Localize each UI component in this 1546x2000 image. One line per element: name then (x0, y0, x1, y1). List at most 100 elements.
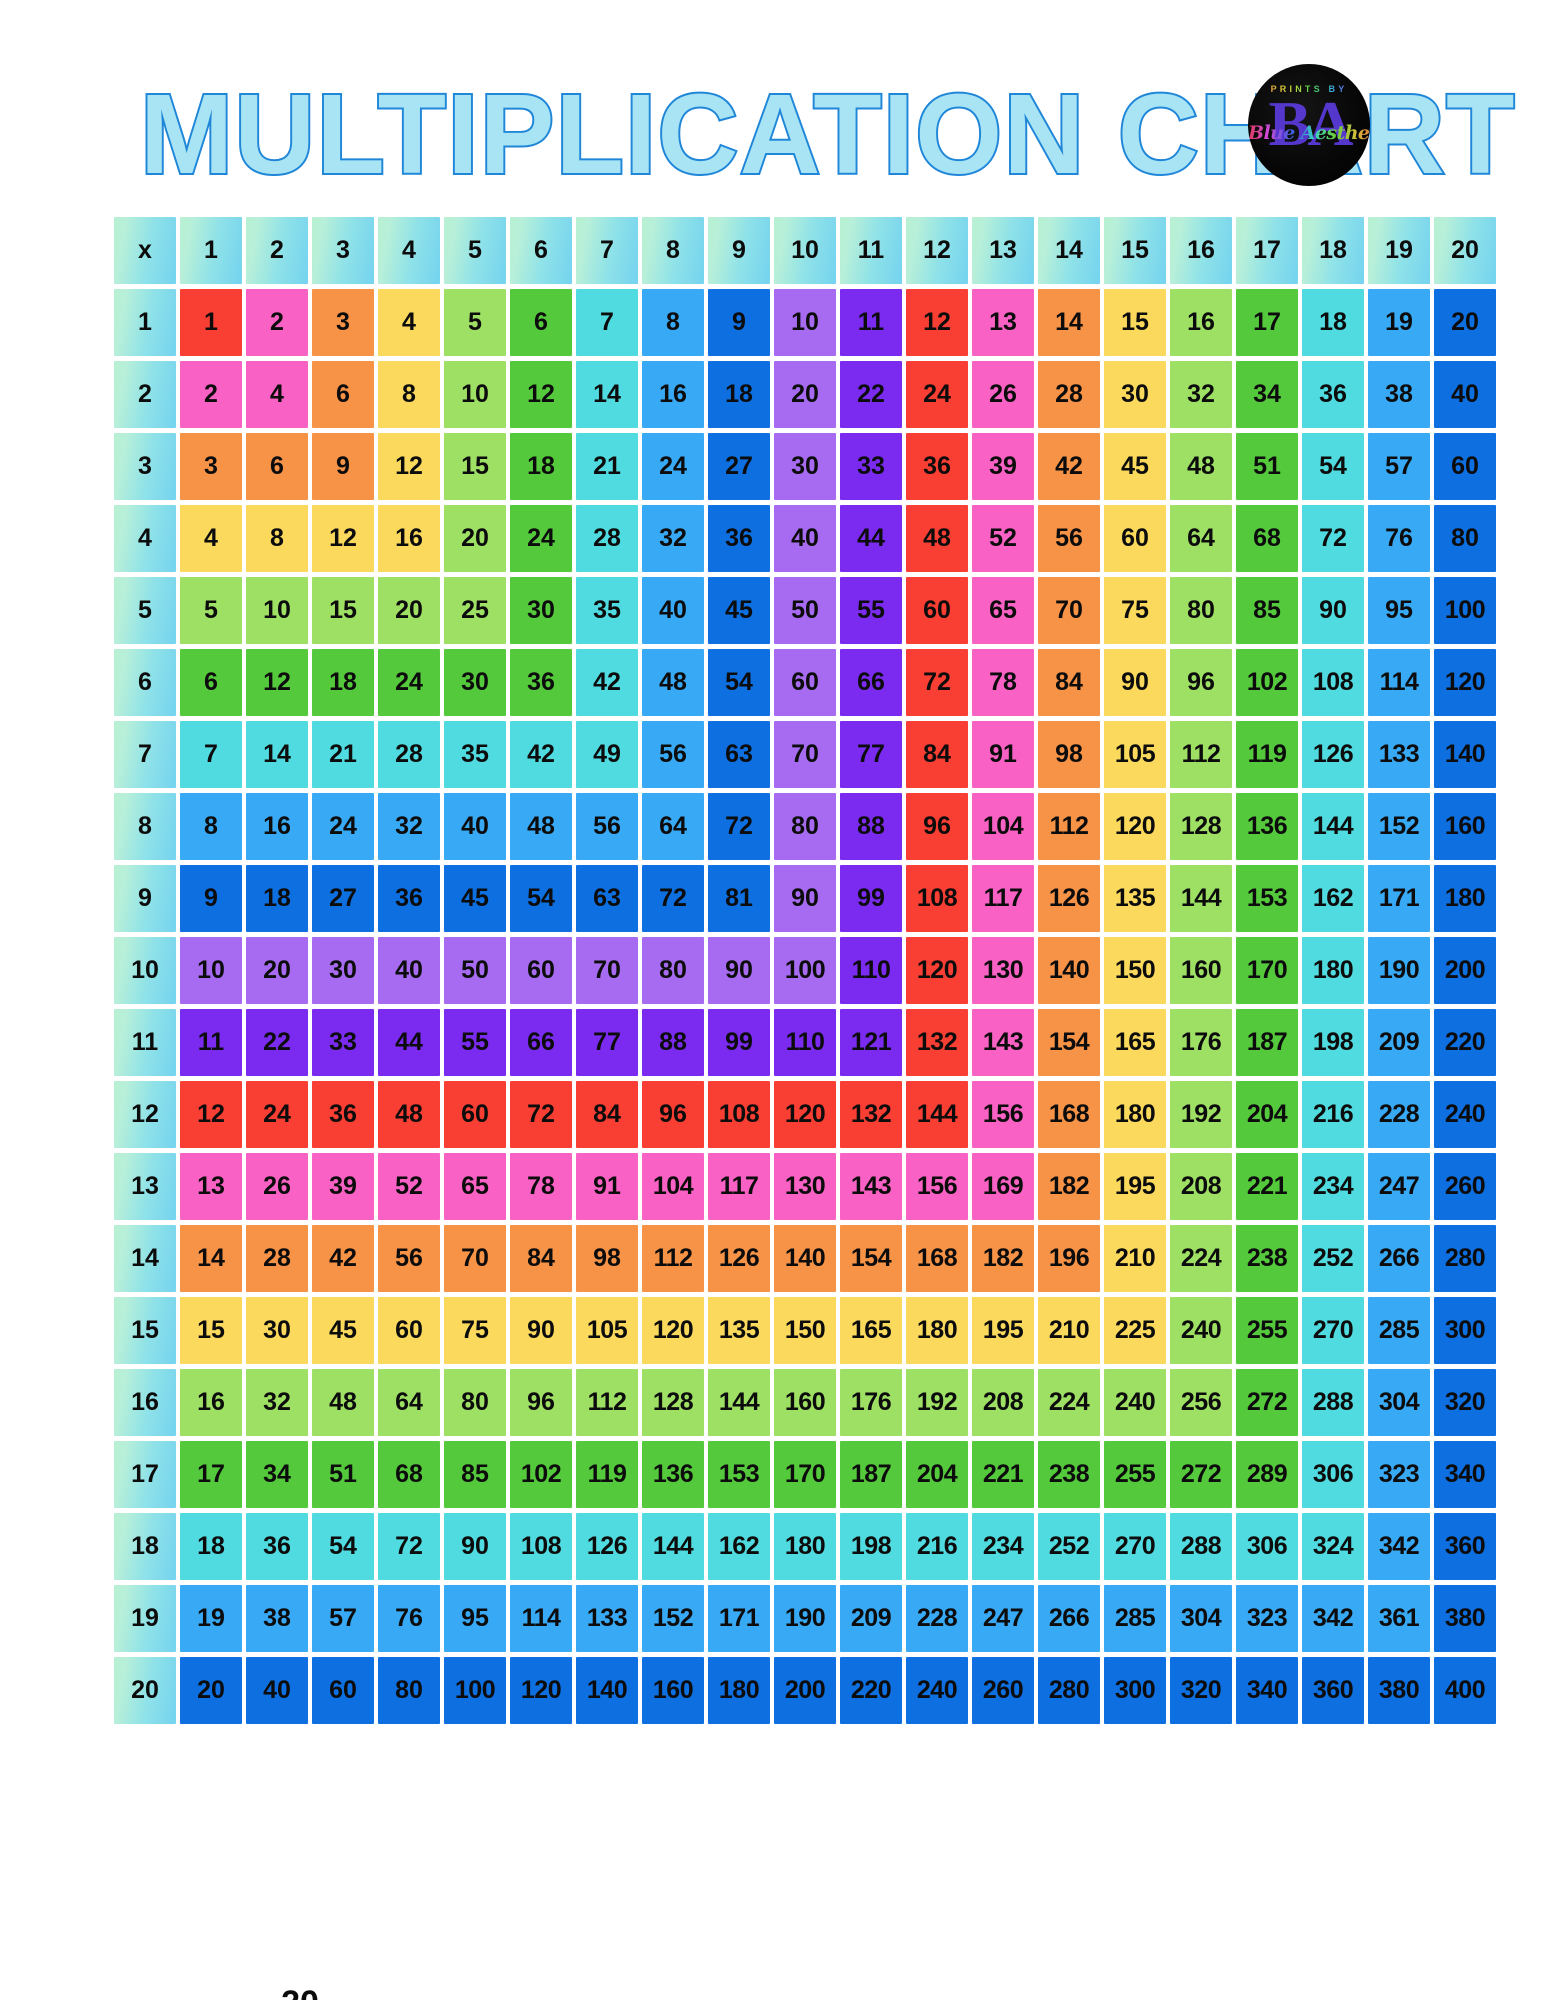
product-cell-19x19: 361 (1368, 1585, 1430, 1652)
table-row: 4 4 8 12 16 20 24 28 32 36 40 44 48 52 56 60 64 68 72 76 80 (114, 505, 1496, 572)
product-cell-4x20: 80 (1434, 505, 1496, 572)
product-cell-4x16: 64 (1170, 505, 1232, 572)
product-cell-8x8: 64 (642, 793, 704, 860)
table-row: 9 9 18 27 36 45 54 63 72 81 90 99 108 117 126 135 144 153… (114, 865, 1496, 932)
product-cell-10x7: 70 (576, 937, 638, 1004)
product-cell-10x3: 30 (312, 937, 374, 1004)
product-cell-9x11: 99 (840, 865, 902, 932)
product-cell-19x7: 133 (576, 1585, 638, 1652)
product-cell-4x8: 32 (642, 505, 704, 572)
product-cell-3x9: 27 (708, 433, 770, 500)
product-cell-19x6: 114 (510, 1585, 572, 1652)
product-cell-10x1: 10 (180, 937, 242, 1004)
column-header-7: 7 (576, 217, 638, 284)
product-cell-7x7: 49 (576, 721, 638, 788)
product-cell-3x18: 54 (1302, 433, 1364, 500)
product-cell-16x9: 144 (708, 1369, 770, 1436)
product-cell-10x17: 170 (1236, 937, 1298, 1004)
product-cell-14x9: 126 (708, 1225, 770, 1292)
product-cell-4x7: 28 (576, 505, 638, 572)
product-cell-13x6: 78 (510, 1153, 572, 1220)
product-cell-7x9: 63 (708, 721, 770, 788)
product-cell-2x14: 28 (1038, 361, 1100, 428)
product-cell-19x5: 95 (444, 1585, 506, 1652)
product-cell-19x16: 304 (1170, 1585, 1232, 1652)
product-cell-4x6: 24 (510, 505, 572, 572)
product-cell-11x1: 11 (180, 1009, 242, 1076)
product-cell-6x18: 108 (1302, 649, 1364, 716)
product-cell-19x4: 76 (378, 1585, 440, 1652)
product-cell-9x8: 72 (642, 865, 704, 932)
product-cell-11x9: 99 (708, 1009, 770, 1076)
product-cell-11x3: 33 (312, 1009, 374, 1076)
product-cell-2x11: 22 (840, 361, 902, 428)
product-cell-5x19: 95 (1368, 577, 1430, 644)
product-cell-18x19: 342 (1368, 1513, 1430, 1580)
product-cell-2x12: 24 (906, 361, 968, 428)
product-cell-5x6: 30 (510, 577, 572, 644)
column-header-17: 17 (1236, 217, 1298, 284)
product-cell-15x19: 285 (1368, 1297, 1430, 1364)
product-cell-18x17: 306 (1236, 1513, 1298, 1580)
product-cell-12x10: 120 (774, 1081, 836, 1148)
product-cell-13x12: 156 (906, 1153, 968, 1220)
product-cell-7x14: 98 (1038, 721, 1100, 788)
product-cell-17x7: 119 (576, 1441, 638, 1508)
product-cell-1x15: 15 (1104, 289, 1166, 356)
product-cell-9x3: 27 (312, 865, 374, 932)
product-cell-5x12: 60 (906, 577, 968, 644)
product-cell-16x15: 240 (1104, 1369, 1166, 1436)
product-cell-14x2: 28 (246, 1225, 308, 1292)
product-cell-8x9: 72 (708, 793, 770, 860)
product-cell-20x17: 340 (1236, 1657, 1298, 1724)
product-cell-17x5: 85 (444, 1441, 506, 1508)
product-cell-18x5: 90 (444, 1513, 506, 1580)
product-cell-11x2: 22 (246, 1009, 308, 1076)
product-cell-18x7: 126 (576, 1513, 638, 1580)
column-header-11: 11 (840, 217, 902, 284)
product-cell-9x19: 171 (1368, 865, 1430, 932)
product-cell-16x10: 160 (774, 1369, 836, 1436)
product-cell-9x5: 45 (444, 865, 506, 932)
product-cell-2x13: 26 (972, 361, 1034, 428)
product-cell-2x8: 16 (642, 361, 704, 428)
product-cell-14x17: 238 (1236, 1225, 1298, 1292)
product-cell-20x19: 380 (1368, 1657, 1430, 1724)
product-cell-12x2: 24 (246, 1081, 308, 1148)
product-cell-6x6: 36 (510, 649, 572, 716)
product-cell-10x19: 190 (1368, 937, 1430, 1004)
row-header-3: 3 (114, 433, 176, 500)
product-cell-17x6: 102 (510, 1441, 572, 1508)
product-cell-20x18: 360 (1302, 1657, 1364, 1724)
product-cell-14x19: 266 (1368, 1225, 1430, 1292)
product-cell-5x15: 75 (1104, 577, 1166, 644)
product-cell-16x1: 16 (180, 1369, 242, 1436)
product-cell-17x17: 289 (1236, 1441, 1298, 1508)
product-cell-7x13: 91 (972, 721, 1034, 788)
product-cell-18x12: 216 (906, 1513, 968, 1580)
product-cell-12x15: 180 (1104, 1081, 1166, 1148)
product-cell-19x18: 342 (1302, 1585, 1364, 1652)
product-cell-13x18: 234 (1302, 1153, 1364, 1220)
product-cell-10x8: 80 (642, 937, 704, 1004)
product-cell-11x12: 132 (906, 1009, 968, 1076)
product-cell-1x20: 20 (1434, 289, 1496, 356)
product-cell-20x11: 220 (840, 1657, 902, 1724)
product-cell-15x2: 30 (246, 1297, 308, 1364)
column-header-14: 14 (1038, 217, 1100, 284)
product-cell-12x16: 192 (1170, 1081, 1232, 1148)
product-cell-3x8: 24 (642, 433, 704, 500)
product-cell-15x20: 300 (1434, 1297, 1496, 1364)
product-cell-3x7: 21 (576, 433, 638, 500)
row-header-7: 7 (114, 721, 176, 788)
column-header-13: 13 (972, 217, 1034, 284)
product-cell-12x14: 168 (1038, 1081, 1100, 1148)
product-cell-17x4: 68 (378, 1441, 440, 1508)
product-cell-12x9: 108 (708, 1081, 770, 1148)
product-cell-6x2: 12 (246, 649, 308, 716)
product-cell-14x7: 98 (576, 1225, 638, 1292)
product-cell-13x4: 52 (378, 1153, 440, 1220)
product-cell-17x14: 238 (1038, 1441, 1100, 1508)
product-cell-10x4: 40 (378, 937, 440, 1004)
product-cell-5x10: 50 (774, 577, 836, 644)
